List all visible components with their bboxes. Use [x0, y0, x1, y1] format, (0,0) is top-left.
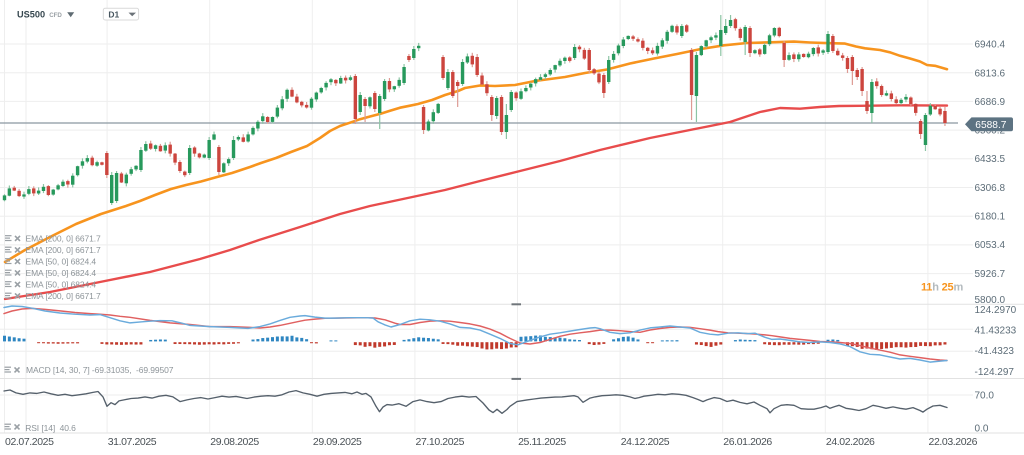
svg-text:6940.4: 6940.4: [975, 40, 1006, 51]
svg-text:EMA [200, 0] 6671.7: EMA [200, 0] 6671.7: [26, 291, 101, 301]
svg-text:29.08.2025: 29.08.2025: [210, 436, 259, 448]
svg-text:-124.297: -124.297: [975, 367, 1015, 378]
svg-text:31.07.2025: 31.07.2025: [108, 436, 157, 448]
svg-text:US500: US500: [17, 10, 45, 20]
svg-text:41.43233: 41.43233: [975, 325, 1017, 336]
svg-text:24.02.2026: 24.02.2026: [826, 436, 875, 448]
svg-text:6588.7: 6588.7: [975, 120, 1006, 131]
svg-text:RSI [14] 40.6: RSI [14] 40.6: [25, 423, 76, 433]
svg-text:6433.5: 6433.5: [975, 154, 1006, 165]
svg-text:6053.4: 6053.4: [975, 240, 1006, 251]
svg-text:EMA [200, 0] 6671.7: EMA [200, 0] 6671.7: [26, 245, 101, 255]
svg-text:CFD: CFD: [49, 12, 62, 19]
svg-text:70.0: 70.0: [975, 391, 995, 402]
svg-text:5800.0: 5800.0: [975, 295, 1006, 306]
svg-text:02.07.2025: 02.07.2025: [5, 436, 54, 448]
svg-text:6813.6: 6813.6: [975, 68, 1006, 79]
svg-text:24.12.2025: 24.12.2025: [621, 436, 670, 448]
svg-text:EMA [50, 0] 6824.4: EMA [50, 0] 6824.4: [26, 268, 97, 278]
svg-text:EMA [50, 0] 6824.4: EMA [50, 0] 6824.4: [26, 280, 97, 290]
svg-text:29.09.2025: 29.09.2025: [313, 436, 362, 448]
svg-text:EMA [200, 0] 6671.7: EMA [200, 0] 6671.7: [26, 234, 101, 244]
svg-text:25.11.2025: 25.11.2025: [518, 436, 566, 448]
svg-text:124.2970: 124.2970: [975, 305, 1017, 316]
svg-text:MACD [14, 30, 7] -69.31035, -: MACD [14, 30, 7] -69.31035, -69.99507: [26, 365, 174, 375]
svg-text:D1: D1: [108, 9, 119, 19]
svg-text:5926.7: 5926.7: [975, 269, 1006, 280]
svg-text:6180.1: 6180.1: [975, 212, 1006, 223]
svg-text:0.0: 0.0: [975, 424, 989, 435]
svg-text:26.01.2026: 26.01.2026: [723, 436, 772, 448]
svg-text:6686.9: 6686.9: [975, 97, 1006, 108]
svg-text:27.10.2025: 27.10.2025: [416, 436, 465, 448]
svg-text:EMA [50, 0] 6824.4: EMA [50, 0] 6824.4: [26, 257, 97, 267]
svg-text:6306.8: 6306.8: [975, 183, 1006, 194]
svg-text:11h 25m: 11h 25m: [921, 282, 963, 294]
svg-text:-41.4323: -41.4323: [975, 346, 1015, 357]
svg-text:22.03.2026: 22.03.2026: [929, 436, 978, 448]
